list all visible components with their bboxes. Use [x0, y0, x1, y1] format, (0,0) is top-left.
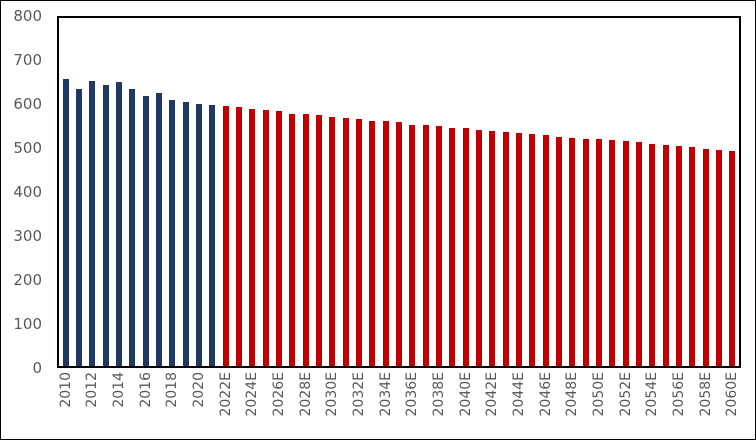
x-tick-label: 2036E — [404, 372, 421, 417]
x-tick-label: 2044E — [511, 372, 527, 417]
bar — [529, 134, 536, 366]
bar — [316, 115, 322, 366]
bar — [516, 133, 522, 366]
bar — [716, 149, 722, 366]
bar — [436, 126, 442, 366]
x-tick-label: 2048E — [564, 372, 581, 417]
x-tick-label: 2042E — [484, 372, 501, 417]
bar — [609, 140, 616, 366]
bar — [729, 151, 736, 366]
bar — [302, 114, 309, 366]
bar — [502, 131, 509, 366]
bar — [596, 139, 602, 366]
y-tick-label: 200 — [13, 271, 42, 289]
bar — [542, 135, 549, 366]
bar — [569, 137, 576, 366]
bar — [409, 124, 416, 366]
x-tick-label: 2020 — [191, 372, 207, 408]
bar — [689, 147, 696, 366]
x-tick-label: 2030E — [324, 372, 341, 417]
x-tick-label: 2012 — [84, 372, 101, 408]
x-tick-label: 2018 — [164, 372, 181, 408]
bar — [622, 141, 629, 366]
y-tick-label: 500 — [13, 139, 42, 157]
y-tick-label: 700 — [13, 51, 42, 69]
bar — [209, 105, 216, 366]
bar — [476, 129, 482, 366]
x-axis: 2010 2012 2014 2016 2018 2020 2022E 2024E 2026E 2… — [57, 372, 741, 438]
x-tick-label: 2032E — [351, 372, 367, 417]
bar — [356, 119, 362, 366]
bar — [289, 113, 296, 366]
bar — [489, 131, 496, 366]
bar — [196, 103, 202, 366]
bar — [342, 118, 349, 366]
x-tick-label: 2016 — [137, 372, 154, 408]
bar — [276, 110, 282, 366]
x-tick-label: 2014 — [111, 372, 127, 408]
bar — [236, 107, 242, 366]
y-tick-label: 100 — [13, 315, 42, 333]
bar — [182, 102, 189, 366]
bar — [129, 88, 136, 366]
bar — [89, 80, 96, 366]
x-tick-label: 2040E — [457, 372, 474, 417]
x-tick-label: 2050E — [591, 372, 607, 417]
plot-area — [57, 16, 741, 368]
bar — [142, 95, 149, 366]
x-tick-label: 2058E — [697, 372, 714, 417]
bar — [369, 120, 376, 366]
x-tick-label: 2034E — [377, 372, 394, 417]
bar — [382, 121, 389, 366]
bar — [636, 142, 642, 366]
y-tick-label: 0 — [32, 359, 42, 377]
bar — [422, 125, 429, 366]
bar — [329, 116, 336, 366]
bar — [222, 106, 229, 366]
bar — [702, 148, 709, 366]
x-tick-label: 2022E — [217, 372, 234, 417]
bar — [556, 136, 562, 366]
bar-series — [59, 16, 739, 366]
x-tick-label: 2038E — [431, 372, 447, 417]
y-tick-label: 300 — [13, 227, 42, 245]
x-tick-label: 2054E — [644, 372, 661, 417]
x-tick-label: 2046E — [537, 372, 554, 417]
bar — [169, 99, 176, 366]
y-tick-label: 400 — [13, 183, 42, 201]
bar — [449, 127, 456, 366]
bar — [249, 108, 256, 366]
bar — [462, 128, 469, 366]
bar — [396, 122, 402, 366]
bar — [582, 138, 589, 366]
bar — [76, 88, 82, 366]
x-tick-label: 2028E — [297, 372, 314, 417]
bar — [102, 84, 109, 366]
x-tick-label: 2052E — [617, 372, 634, 417]
bar — [662, 145, 669, 366]
x-tick-label: 2056E — [671, 372, 687, 417]
bar — [262, 110, 269, 366]
y-tick-label: 600 — [13, 95, 42, 113]
x-tick-label: 2060E — [724, 372, 741, 417]
x-tick-label: 2010 — [57, 372, 74, 408]
bar — [116, 81, 122, 366]
bar — [676, 146, 682, 366]
x-tick-label: 2026E — [271, 372, 287, 417]
y-tick-label: 800 — [13, 7, 42, 25]
bar — [156, 92, 162, 366]
bar — [62, 79, 69, 366]
x-tick-label: 2024E — [244, 372, 261, 417]
bar — [649, 143, 656, 366]
